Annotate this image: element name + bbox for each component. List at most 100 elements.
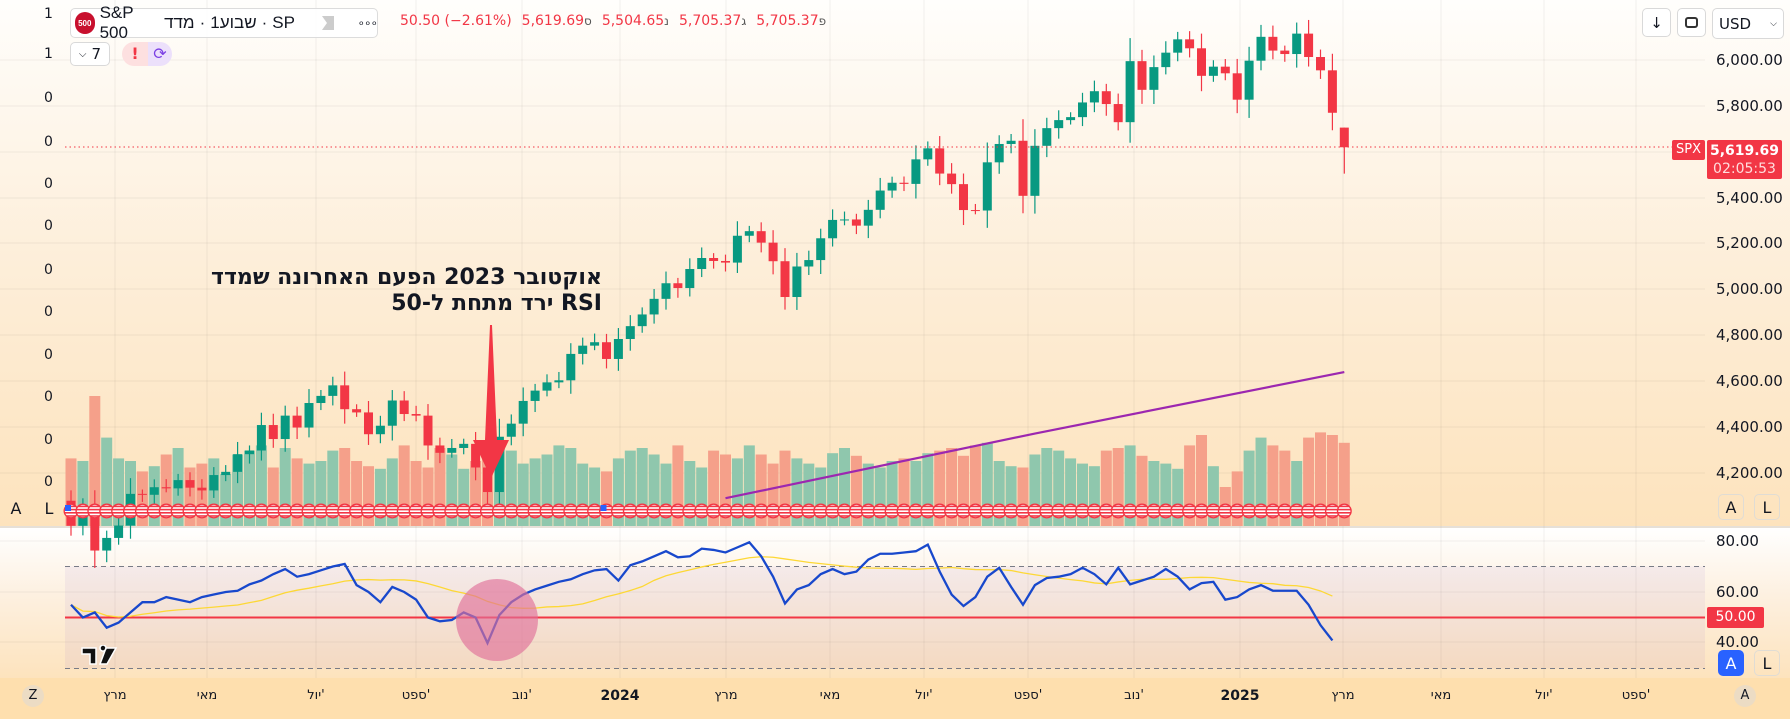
symbol-name[interactable]: S&P 500 xyxy=(99,3,134,42)
rsi-label: 80.00 xyxy=(1716,532,1759,550)
volume-bar xyxy=(339,448,351,526)
flag-canton-icon xyxy=(600,505,607,511)
volume-bar xyxy=(815,467,827,526)
price-label: 4,600.00 xyxy=(1716,372,1783,390)
volume-bar xyxy=(779,450,791,526)
candle-body xyxy=(1054,120,1064,129)
volume-bar xyxy=(374,468,386,526)
indicator-count: 7 xyxy=(91,45,102,63)
volume-bars xyxy=(65,396,1350,526)
left-scale-label: 1 xyxy=(44,46,53,62)
volume-bar xyxy=(672,445,684,526)
currency-select[interactable]: USD ⌵ xyxy=(1712,8,1784,39)
time-label: יול' xyxy=(307,688,325,703)
candle-body xyxy=(768,242,778,262)
volume-bar xyxy=(363,466,374,526)
volume-bar xyxy=(850,455,862,526)
volume-bar xyxy=(1243,450,1255,526)
volume-bar xyxy=(244,450,255,526)
candle-body xyxy=(459,443,469,448)
candle-body xyxy=(399,400,409,415)
time-label: 2025 xyxy=(1220,688,1260,704)
rsi-auto-scale-button[interactable]: A xyxy=(1718,650,1744,676)
rsi-lines xyxy=(70,540,1334,646)
candle-body xyxy=(1197,48,1206,76)
flag-icon[interactable] xyxy=(321,16,335,30)
scroll-down-icon[interactable]: ↓ xyxy=(1642,8,1671,37)
volume-bar xyxy=(255,445,267,526)
candle-body xyxy=(1280,50,1290,55)
candle-body xyxy=(1268,36,1278,51)
volume-bar xyxy=(743,445,755,526)
open-value: 5,705.37 xyxy=(756,13,819,29)
dot-separator: · xyxy=(261,13,268,32)
candle-body xyxy=(780,261,790,298)
indicators-toggle-button[interactable]: ⌵ 7 xyxy=(70,42,110,66)
price-label: 6,000.00 xyxy=(1716,51,1783,69)
candle-body xyxy=(173,480,183,489)
interval-label[interactable]: 1שבוע xyxy=(210,13,257,32)
time-axis[interactable]: Z מרץ מאי יול' ספט' נוב' 2024 מרץ מאי יו… xyxy=(0,678,1790,719)
auto-scale-button[interactable]: A xyxy=(1718,494,1744,520)
chevron-down-icon: ⌵ xyxy=(78,48,87,60)
volume-bar xyxy=(803,463,815,526)
fullscreen-icon[interactable] xyxy=(1677,8,1706,37)
low-value: 5,504.65 xyxy=(601,13,665,29)
candle-body xyxy=(899,182,909,184)
reset-zoom-button[interactable]: Z xyxy=(22,685,44,707)
sync-icon[interactable]: ⟳ xyxy=(148,42,172,66)
volume-bar xyxy=(1207,466,1219,526)
low-key: נ xyxy=(664,14,669,28)
volume-bar xyxy=(529,458,541,526)
candle-body xyxy=(506,423,516,437)
candle-body xyxy=(483,467,492,493)
volume-bar xyxy=(1017,467,1029,526)
left-scale-label: 0 xyxy=(44,262,53,278)
volume-bar xyxy=(232,454,244,526)
candle-body xyxy=(304,403,314,428)
more-options-icon[interactable]: ∘∘∘ xyxy=(357,16,378,30)
volume-bar xyxy=(1029,454,1041,526)
volume-bar xyxy=(1303,437,1315,526)
rsi-log-scale-button[interactable]: L xyxy=(1754,650,1780,676)
auto-scale-button-left[interactable]: A xyxy=(10,498,22,518)
candle-body xyxy=(471,443,481,468)
flag-canton-icon xyxy=(65,505,71,511)
candle-body xyxy=(1316,57,1325,71)
candle-body xyxy=(435,445,445,453)
volume-bar xyxy=(612,458,624,526)
chevron-down-icon: ⌵ xyxy=(1770,18,1777,29)
volume-bar xyxy=(1136,455,1148,526)
candle-body xyxy=(245,450,254,455)
volume-bar xyxy=(898,458,910,526)
candle-body xyxy=(114,525,124,538)
candle-body xyxy=(1078,102,1087,118)
price-pane[interactable] xyxy=(0,0,1790,526)
close-key: ס xyxy=(584,14,592,28)
volume-bar xyxy=(398,445,410,526)
time-label: יול' xyxy=(1535,688,1553,703)
volume-bar xyxy=(636,448,648,526)
candle-body xyxy=(661,283,671,299)
symbol-legend[interactable]: 500 S&P 500 מדד · 1שבוע · SP ∘∘∘ xyxy=(70,3,378,42)
alert-icon[interactable]: ! xyxy=(122,42,148,66)
pane-separator[interactable] xyxy=(0,526,1790,528)
volume-bar xyxy=(327,450,339,526)
volume-bar xyxy=(624,450,636,526)
symbol-type: מדד xyxy=(164,13,195,32)
volume-bar xyxy=(1100,450,1112,526)
candle-body xyxy=(1173,39,1183,53)
volume-bar xyxy=(410,461,422,526)
candle-body xyxy=(209,475,219,491)
bar-countdown: 02:05:53 xyxy=(1713,161,1776,177)
volume-bar xyxy=(1041,448,1053,526)
volume-bar xyxy=(386,458,398,526)
log-scale-button[interactable]: L xyxy=(1754,494,1780,520)
volume-bar xyxy=(1077,463,1088,526)
time-label: 2024 xyxy=(600,688,640,704)
auto-scale-time-button[interactable]: A xyxy=(1734,685,1756,707)
log-scale-button-left[interactable]: L xyxy=(44,498,54,518)
candle-body xyxy=(578,345,588,354)
volume-bar xyxy=(1088,466,1100,526)
